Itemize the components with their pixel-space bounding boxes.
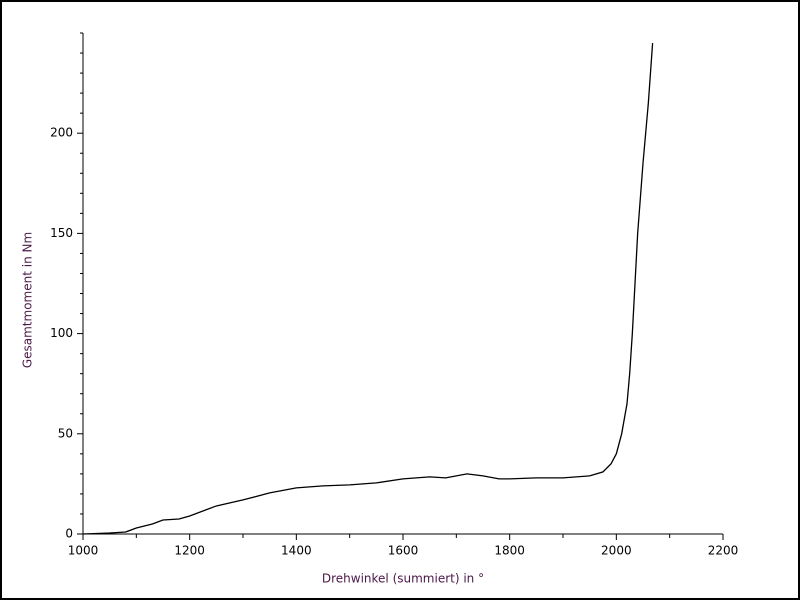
x-tick-label: 1800	[494, 544, 525, 558]
x-axis-title: Drehwinkel (summiert) in °	[322, 572, 484, 586]
data-line	[82, 42, 654, 535]
x-tick-label: 1200	[174, 544, 205, 558]
x-tick-label: 1600	[388, 544, 419, 558]
y-tick-label: 150	[50, 226, 73, 240]
x-tick-label: 2000	[601, 544, 632, 558]
y-tick-label: 0	[65, 527, 73, 541]
x-tick-label: 1000	[68, 544, 99, 558]
x-tick-label: 1400	[281, 544, 312, 558]
y-tick-label: 100	[50, 326, 73, 340]
x-tick-label: 2200	[708, 544, 739, 558]
y-axis-title: Gesamtmoment in Nm	[21, 232, 35, 368]
y-tick-label: 50	[58, 426, 73, 440]
y-tick-label: 200	[50, 126, 73, 140]
